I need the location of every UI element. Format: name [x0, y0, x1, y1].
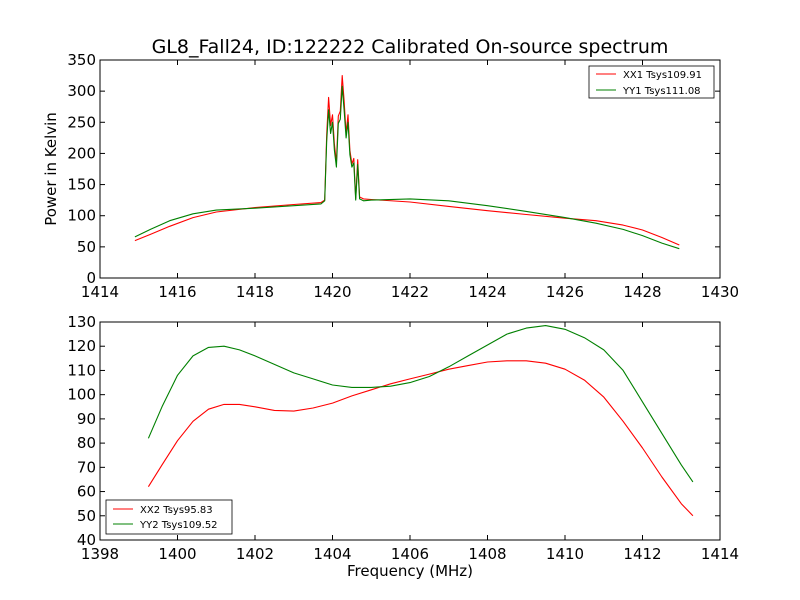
chart-title: GL8_Fall24, ID:122222 Calibrated On-sour… — [152, 36, 669, 58]
series-line-xx1 — [134, 75, 680, 246]
x-tick-label: 1426 — [546, 283, 584, 301]
y-tick-label: 60 — [77, 483, 96, 501]
plot-2-xlabel: Frequency (MHz) — [347, 562, 473, 580]
plot-2-legend: XX2 Tsys95.83 YY2 Tsys109.52 — [105, 499, 233, 535]
y-tick-label: 300 — [67, 82, 96, 100]
x-tick-label: 1424 — [468, 283, 506, 301]
x-tick-label: 1400 — [158, 545, 196, 563]
y-tick-label: 150 — [67, 176, 96, 194]
plot-2-ticks: 1398 1400 1402 1404 1406 1408 1410 1412 1414 40 50… — [67, 313, 739, 563]
plot-1-ticks: 1414 1416 1418 1420 1422 1424 1426 1428 1430 0 50 1… — [67, 51, 739, 301]
y-tick-label: 0 — [86, 269, 96, 287]
x-tick-label: 1410 — [546, 545, 584, 563]
plot-1-ylabel: Power in Kelvin — [42, 112, 60, 226]
plot-2-legend-box — [105, 499, 233, 535]
x-tick-label: 1414 — [81, 283, 119, 301]
plot-1-legend-label-xx1: XX1 Tsys109.91 — [623, 70, 702, 81]
plot-2: 1398 1400 1402 1404 1406 1408 1410 1412 1414 40 50… — [67, 313, 739, 580]
y-tick-label: 130 — [67, 313, 96, 331]
x-tick-label: 1408 — [468, 545, 506, 563]
x-tick-label: 1404 — [313, 545, 351, 563]
plot-1: 1414 1416 1418 1420 1422 1424 1426 1428 1430 0 50 1… — [42, 51, 739, 301]
plot-1-lines — [134, 75, 680, 250]
x-tick-label: 1420 — [313, 283, 351, 301]
y-tick-label: 350 — [67, 51, 96, 69]
plot-2-legend-label-xx2: XX2 Tsys95.83 — [140, 505, 213, 516]
x-tick-label: 1398 — [81, 545, 119, 563]
x-tick-label: 1414 — [701, 545, 739, 563]
y-tick-label: 50 — [77, 238, 96, 256]
x-tick-label: 1412 — [623, 545, 661, 563]
x-tick-label: 1428 — [623, 283, 661, 301]
x-tick-label: 1416 — [158, 283, 196, 301]
series-line-xx2 — [147, 360, 694, 517]
plot-1-legend-label-yy1: YY1 Tsys111.08 — [622, 86, 701, 97]
series-line-yy2 — [147, 325, 694, 483]
y-tick-label: 100 — [67, 386, 96, 404]
x-tick-label: 1406 — [391, 545, 429, 563]
plot-2-lines — [147, 325, 694, 517]
y-tick-label: 90 — [77, 410, 96, 428]
plot-1-legend: XX1 Tsys109.91 YY1 Tsys111.08 — [588, 65, 715, 99]
x-tick-label: 1402 — [236, 545, 274, 563]
y-tick-label: 40 — [77, 531, 96, 549]
y-tick-label: 250 — [67, 113, 96, 131]
y-tick-label: 200 — [67, 144, 96, 162]
x-tick-label: 1422 — [391, 283, 429, 301]
series-line-yy1 — [134, 85, 680, 250]
x-tick-label: 1418 — [236, 283, 274, 301]
y-tick-label: 120 — [67, 337, 96, 355]
y-tick-label: 70 — [77, 458, 96, 476]
plot-1-legend-box — [588, 65, 715, 99]
plot-2-legend-label-yy2: YY2 Tsys109.52 — [139, 520, 218, 531]
x-tick-label: 1430 — [701, 283, 739, 301]
y-tick-label: 100 — [67, 207, 96, 225]
y-tick-label: 110 — [67, 361, 96, 379]
y-tick-label: 50 — [77, 507, 96, 525]
y-tick-label: 80 — [77, 434, 96, 452]
